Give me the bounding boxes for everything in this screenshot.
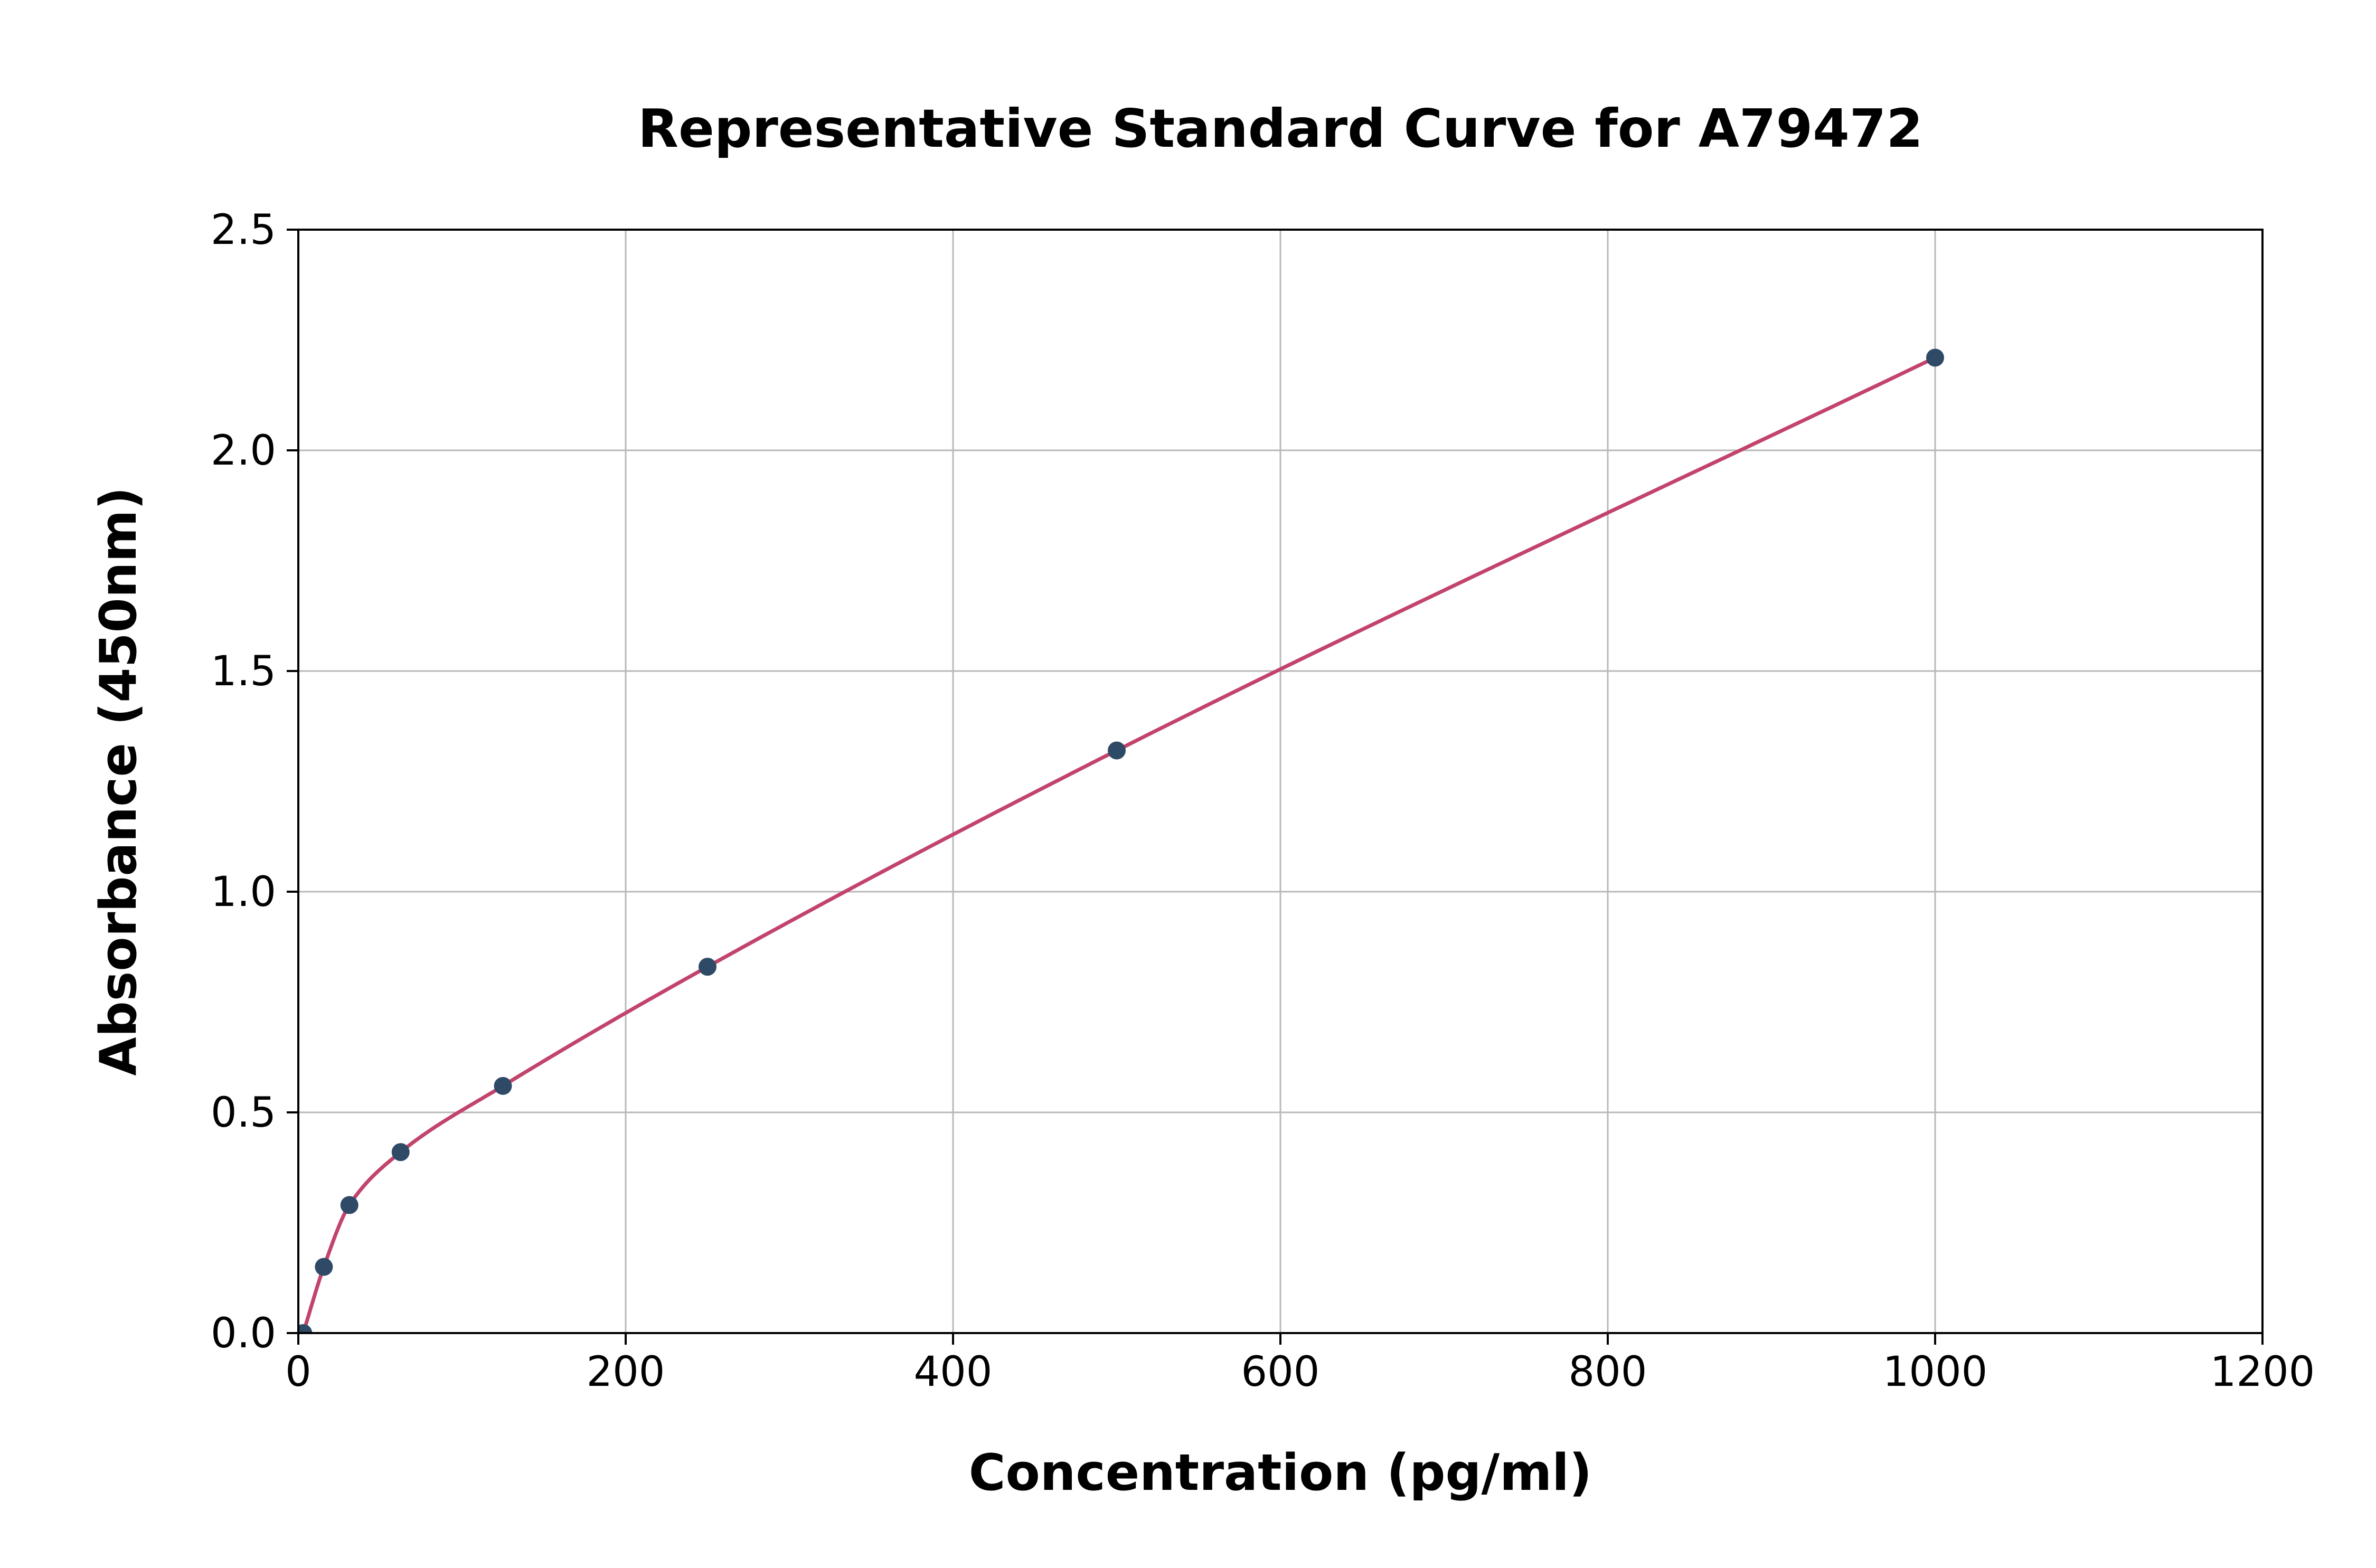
y-tick-label: 1.0	[211, 868, 276, 916]
data-point	[298, 1324, 313, 1333]
x-tick-label: 1200	[2210, 1348, 2315, 1396]
y-tick-label: 0.5	[211, 1089, 276, 1137]
x-tick-label: 1000	[1883, 1348, 1988, 1396]
y-tick-label: 0.0	[211, 1310, 276, 1357]
y-tick-label: 1.5	[211, 648, 276, 695]
plot-series-group	[298, 348, 1944, 1333]
data-point	[1926, 348, 1944, 367]
y-axis-label: Absorbance (450nm)	[90, 487, 148, 1076]
y-tick-label: 2.0	[211, 427, 276, 475]
x-tick-label: 0	[285, 1348, 312, 1396]
x-tick-label: 800	[1569, 1348, 1647, 1396]
data-point	[315, 1258, 333, 1276]
chart-title: Representative Standard Curve for A79472	[638, 98, 1923, 159]
x-tick-label: 400	[914, 1348, 993, 1396]
data-point	[699, 958, 716, 976]
data-point	[494, 1076, 512, 1095]
y-tick-label: 2.5	[211, 206, 276, 254]
data-point	[340, 1196, 359, 1214]
x-tick-label: 200	[587, 1348, 665, 1396]
data-point	[391, 1143, 410, 1161]
x-tick-label: 600	[1241, 1348, 1320, 1396]
fit-curve	[301, 356, 1936, 1333]
data-point	[1108, 741, 1126, 760]
x-axis-label: Concentration (pg/ml)	[968, 1444, 1592, 1502]
